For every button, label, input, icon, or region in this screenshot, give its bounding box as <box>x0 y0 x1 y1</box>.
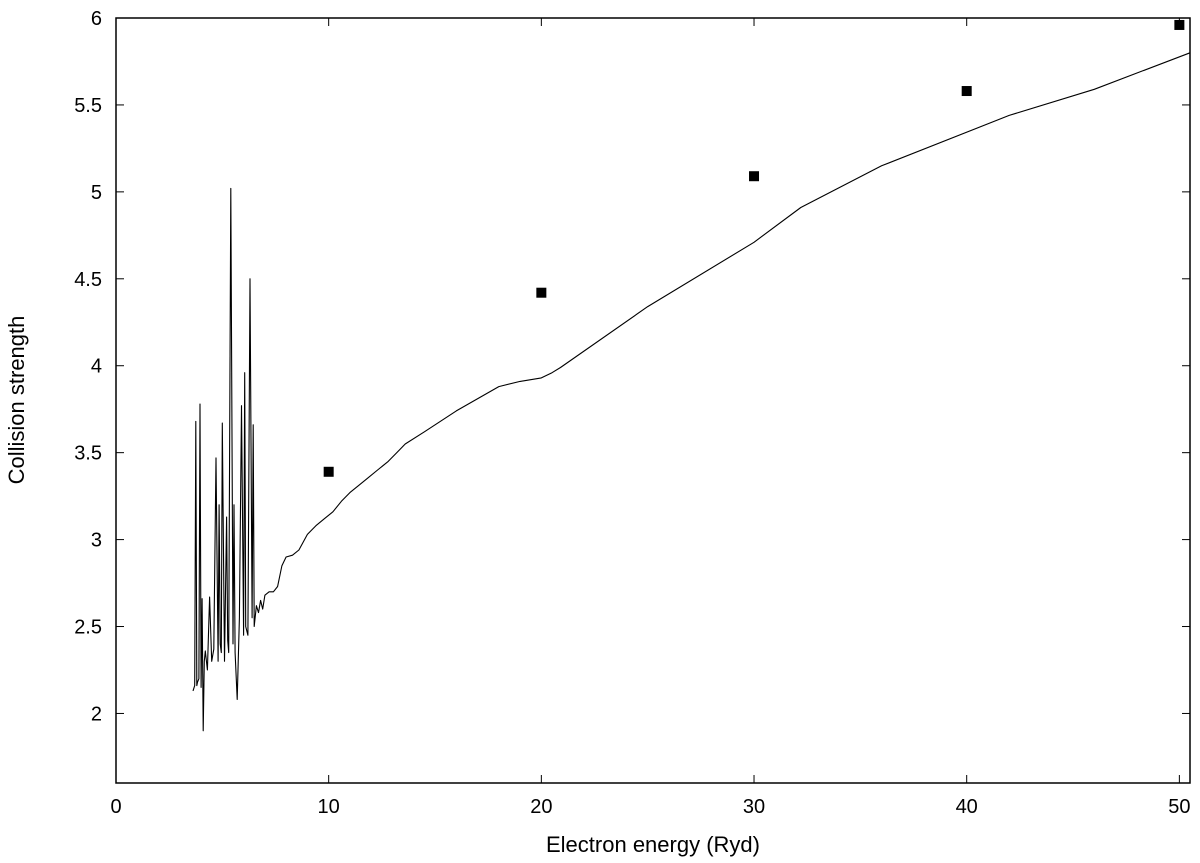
y-tick-label: 5.5 <box>74 95 102 117</box>
x-tick-label: 10 <box>318 796 340 818</box>
y-axis-title: Collision strength <box>4 316 29 485</box>
y-tick-label: 2 <box>91 703 102 725</box>
x-tick-label: 50 <box>1168 796 1190 818</box>
y-tick-label: 4.5 <box>74 269 102 291</box>
y-tick-label: 5 <box>91 182 102 204</box>
y-tick-label: 4 <box>91 356 102 378</box>
data-point-square <box>323 466 334 477</box>
series-layer <box>192 19 1191 732</box>
data-point-square <box>961 86 972 97</box>
collision-strength-line <box>192 52 1191 732</box>
data-point-square <box>1174 19 1185 30</box>
y-tick-label: 3.5 <box>74 443 102 465</box>
x-tick-label: 40 <box>956 796 978 818</box>
x-tick-label: 0 <box>110 796 121 818</box>
x-axis-ticks: 0 10 20 30 40 50 <box>110 18 1190 818</box>
y-axis-ticks: 2 2.5 3 3.5 4 4.5 5 5.5 6 <box>74 8 1190 725</box>
x-axis-title: Electron energy (Ryd) <box>546 832 760 857</box>
x-tick-label: 30 <box>743 796 765 818</box>
y-tick-label: 2.5 <box>74 617 102 639</box>
plot-frame <box>115 17 1191 784</box>
x-tick-label: 20 <box>530 796 552 818</box>
y-tick-label: 3 <box>91 530 102 552</box>
y-tick-label: 6 <box>91 8 102 30</box>
data-point-square <box>749 171 760 182</box>
data-point-square <box>536 287 547 298</box>
